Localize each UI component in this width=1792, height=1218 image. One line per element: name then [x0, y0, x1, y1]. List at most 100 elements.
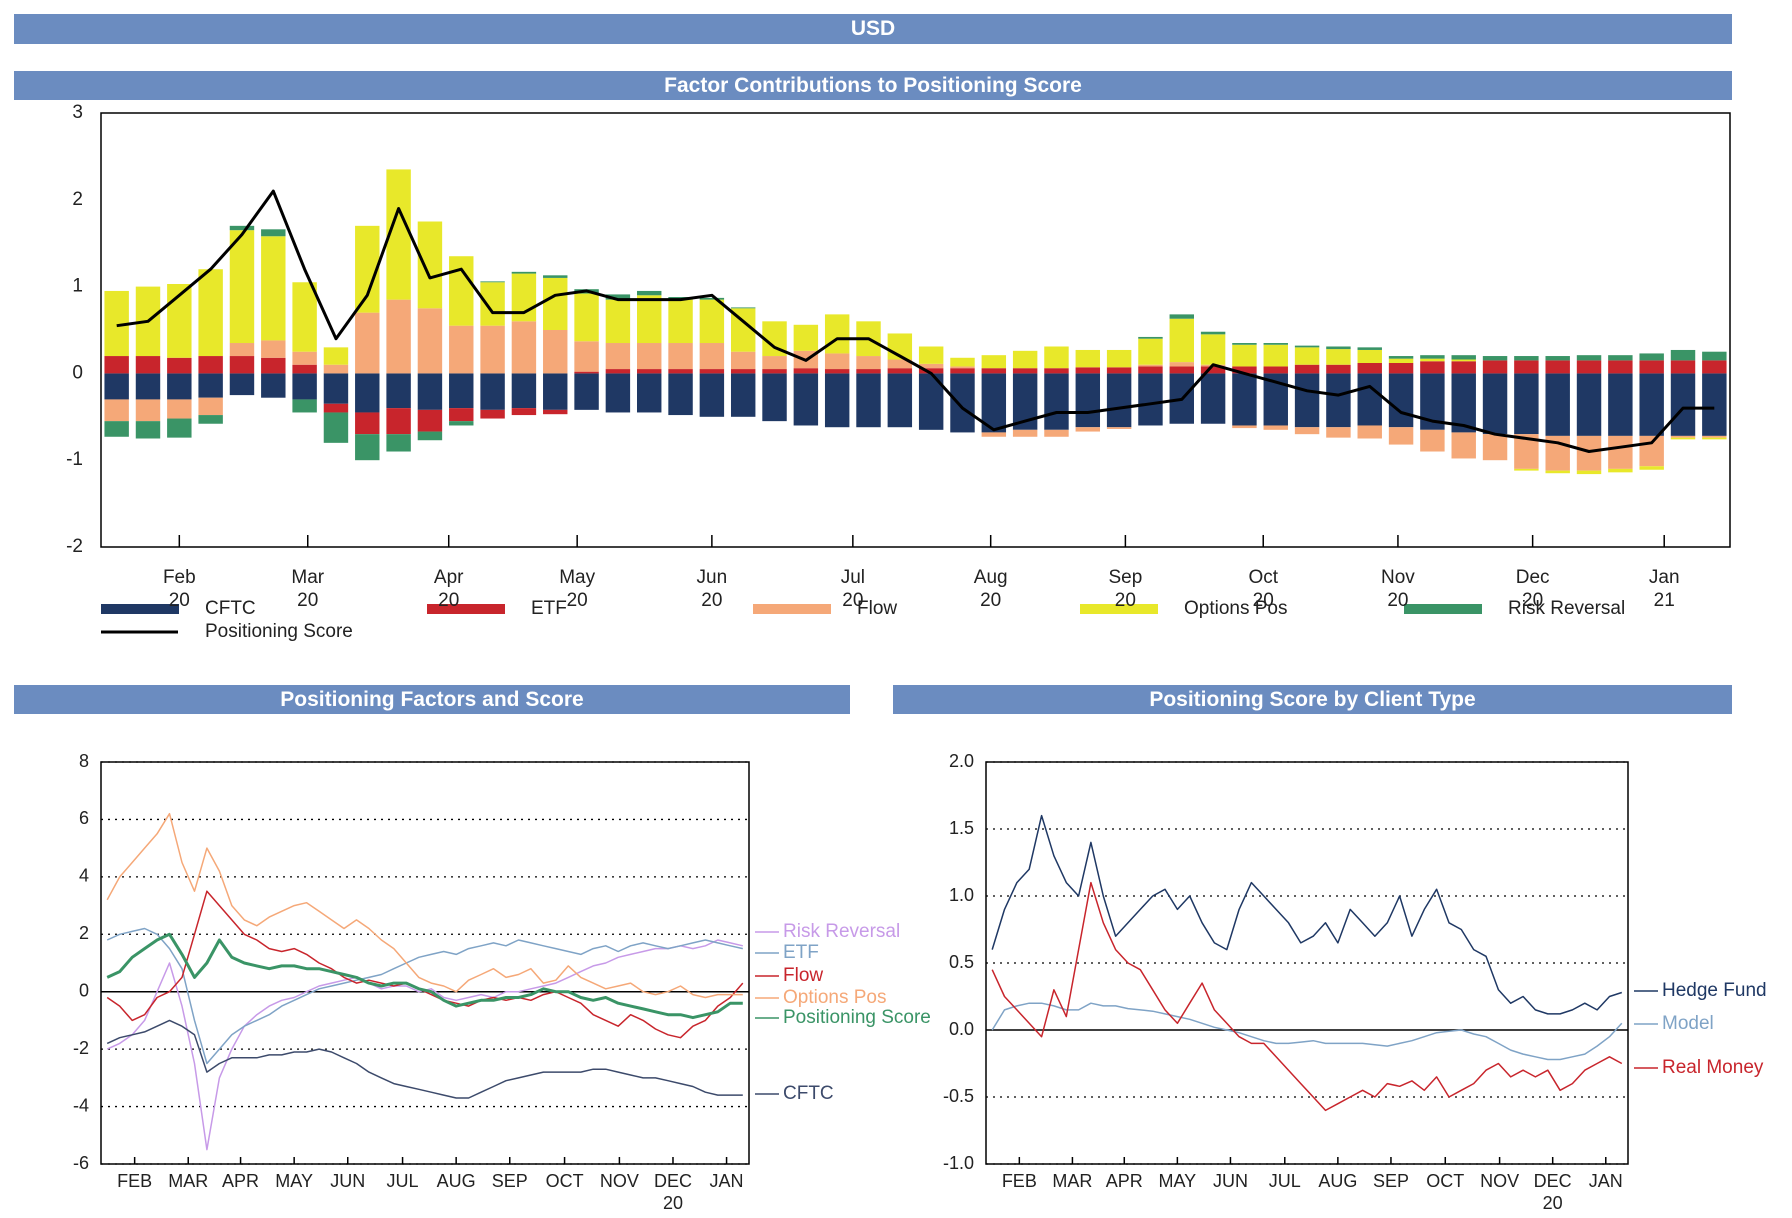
- x-tick-label: Nov 20: [1381, 567, 1415, 611]
- bar-segment: [1514, 360, 1539, 374]
- bar-segment: [1232, 344, 1257, 367]
- bar-segment: [1075, 373, 1101, 428]
- bar-segment: [511, 273, 537, 322]
- bar-segment: [292, 364, 317, 374]
- x-tick-label: NOV: [1480, 1171, 1520, 1191]
- bar-segment: [1451, 373, 1476, 433]
- bar-segment: [261, 373, 286, 398]
- legend-label: ETF: [531, 598, 567, 619]
- bar-segment: [668, 373, 693, 416]
- bar-segment: [1639, 466, 1664, 470]
- bar-segment: [1357, 362, 1382, 374]
- chart-title: Positioning Factors and Score: [14, 685, 850, 714]
- series-line: [991, 814, 1623, 1015]
- bar-segment: [887, 368, 913, 374]
- x-tick-label: JUN: [330, 1171, 366, 1191]
- bar-segment: [355, 312, 380, 374]
- y-tick-label: 2.0: [949, 751, 974, 771]
- bar-segment: [1232, 425, 1257, 429]
- bar-segment: [824, 373, 850, 428]
- bar-segment: [1138, 373, 1163, 426]
- bar-segment: [762, 373, 787, 422]
- bar-segment: [1388, 356, 1414, 359]
- x-tick-label: Mar 20: [291, 567, 325, 611]
- bar-segment: [793, 324, 819, 351]
- bar-segment: [104, 399, 129, 422]
- legend-label: Positioning Score: [783, 1007, 931, 1028]
- bar-segment: [1420, 358, 1445, 362]
- bar-segment: [1294, 427, 1320, 435]
- x-tick-label: APR: [1105, 1171, 1143, 1191]
- legend-swatch: [1080, 604, 1158, 614]
- x-tick-label: MAY: [275, 1171, 313, 1191]
- series-line: [991, 1002, 1623, 1061]
- bar-segment: [1012, 368, 1038, 374]
- x-tick-label: SEP: [491, 1171, 528, 1191]
- legend-label: Flow: [783, 965, 823, 986]
- bar-segment: [1200, 334, 1226, 365]
- legend-label: Risk Reversal: [1508, 598, 1625, 619]
- bar-segment: [1326, 346, 1351, 350]
- bar-segment: [1044, 373, 1069, 430]
- bar-segment: [1169, 318, 1194, 363]
- bar-segment: [1482, 356, 1508, 361]
- x-tick-label: Jul 20: [840, 567, 865, 611]
- x-tick-label: AUG: [436, 1171, 476, 1191]
- bar-segment: [104, 421, 129, 437]
- x-tick-label: OCT: [1426, 1171, 1465, 1191]
- bar-segment: [1670, 360, 1696, 374]
- x-tick-label: NOV: [599, 1171, 639, 1191]
- bar-segment: [135, 399, 161, 422]
- series-line: [106, 890, 744, 1039]
- bar-segment: [480, 281, 505, 283]
- bar-segment: [198, 415, 223, 424]
- y-tick-label: -0.5: [943, 1086, 974, 1106]
- bar-segment: [1357, 347, 1382, 350]
- series-line: [991, 881, 1623, 1112]
- bar-segment: [1263, 425, 1288, 430]
- bar-segment: [1451, 359, 1476, 362]
- bar-segment: [386, 408, 411, 435]
- bar-segment: [135, 356, 161, 374]
- x-tick-label: SEP: [1372, 1171, 1409, 1191]
- bar-segment: [981, 368, 1007, 374]
- bar-segment: [386, 299, 411, 374]
- y-tick-label: 2: [79, 923, 89, 943]
- bar-segment: [887, 359, 913, 369]
- bar-segment: [856, 369, 881, 374]
- bar-segment: [574, 341, 599, 372]
- bar-segment: [1106, 367, 1132, 374]
- bar-segment: [762, 356, 787, 370]
- y-tick-label: 0: [72, 362, 83, 383]
- bar-segment: [1545, 470, 1570, 474]
- bar-segment: [1451, 361, 1476, 374]
- legend-label: Positioning Score: [205, 621, 353, 642]
- bar-segment: [1388, 373, 1414, 428]
- x-tick-label: DEC 20: [1533, 1171, 1572, 1213]
- bar-segment: [574, 373, 599, 410]
- bar-segment: [1545, 356, 1570, 361]
- bar-segment: [1169, 314, 1194, 319]
- series-line: [106, 1019, 743, 1099]
- bar-segment: [1702, 360, 1727, 374]
- bar-segment: [1639, 435, 1664, 467]
- bar-segment: [1294, 347, 1320, 365]
- bar-segment: [637, 343, 662, 370]
- bar-segment: [981, 355, 1007, 369]
- bar-segment: [292, 373, 317, 400]
- bar-segment: [793, 368, 819, 374]
- bar-segment: [1075, 367, 1101, 374]
- bar-segment: [167, 357, 192, 374]
- bar-segment: [574, 371, 599, 374]
- y-tick-label: 2: [72, 189, 83, 210]
- bar-segment: [198, 397, 223, 416]
- bar-segment: [449, 408, 474, 422]
- bar-segment: [668, 299, 693, 344]
- bar-segment: [1138, 336, 1163, 339]
- bar-segment: [449, 256, 474, 326]
- legend-swatch: [753, 604, 831, 614]
- bar-segment: [1608, 373, 1633, 436]
- bar-segment: [511, 408, 537, 416]
- bar-segment: [1420, 429, 1445, 452]
